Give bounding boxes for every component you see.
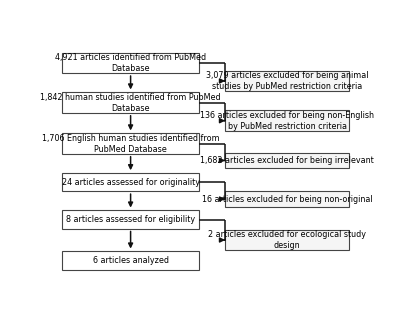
FancyBboxPatch shape <box>62 210 199 228</box>
Text: 1,842 human studies identified from PubMed
Database: 1,842 human studies identified from PubM… <box>40 93 221 113</box>
Text: 1,682 articles excluded for being irrelevant: 1,682 articles excluded for being irrele… <box>200 156 374 165</box>
FancyBboxPatch shape <box>225 191 349 207</box>
FancyBboxPatch shape <box>62 92 199 113</box>
FancyBboxPatch shape <box>62 173 199 191</box>
Text: 16 articles excluded for being non-original: 16 articles excluded for being non-origi… <box>202 195 372 203</box>
Text: 3,079 articles excluded for being animal
studies by PubMed restriction criteria: 3,079 articles excluded for being animal… <box>206 71 368 91</box>
Text: 8 articles assessed for eligibility: 8 articles assessed for eligibility <box>66 215 195 224</box>
FancyBboxPatch shape <box>225 230 349 250</box>
FancyBboxPatch shape <box>62 53 199 73</box>
Text: 2 articles excluded for ecological study
design: 2 articles excluded for ecological study… <box>208 230 366 250</box>
Text: 1,706 English human studies identified from
PubMed Database: 1,706 English human studies identified f… <box>42 134 220 154</box>
Text: 24 articles assessed for originality: 24 articles assessed for originality <box>62 178 200 187</box>
FancyBboxPatch shape <box>225 110 349 131</box>
FancyBboxPatch shape <box>225 153 349 168</box>
FancyBboxPatch shape <box>62 133 199 154</box>
FancyBboxPatch shape <box>225 71 349 91</box>
Text: 6 articles analyzed: 6 articles analyzed <box>93 256 169 265</box>
Text: 136 articles excluded for being non-English
by PubMed restriction criteria: 136 articles excluded for being non-Engl… <box>200 111 374 131</box>
Text: 4,921 articles identified from PubMed
Database: 4,921 articles identified from PubMed Da… <box>55 53 206 73</box>
FancyBboxPatch shape <box>62 251 199 269</box>
